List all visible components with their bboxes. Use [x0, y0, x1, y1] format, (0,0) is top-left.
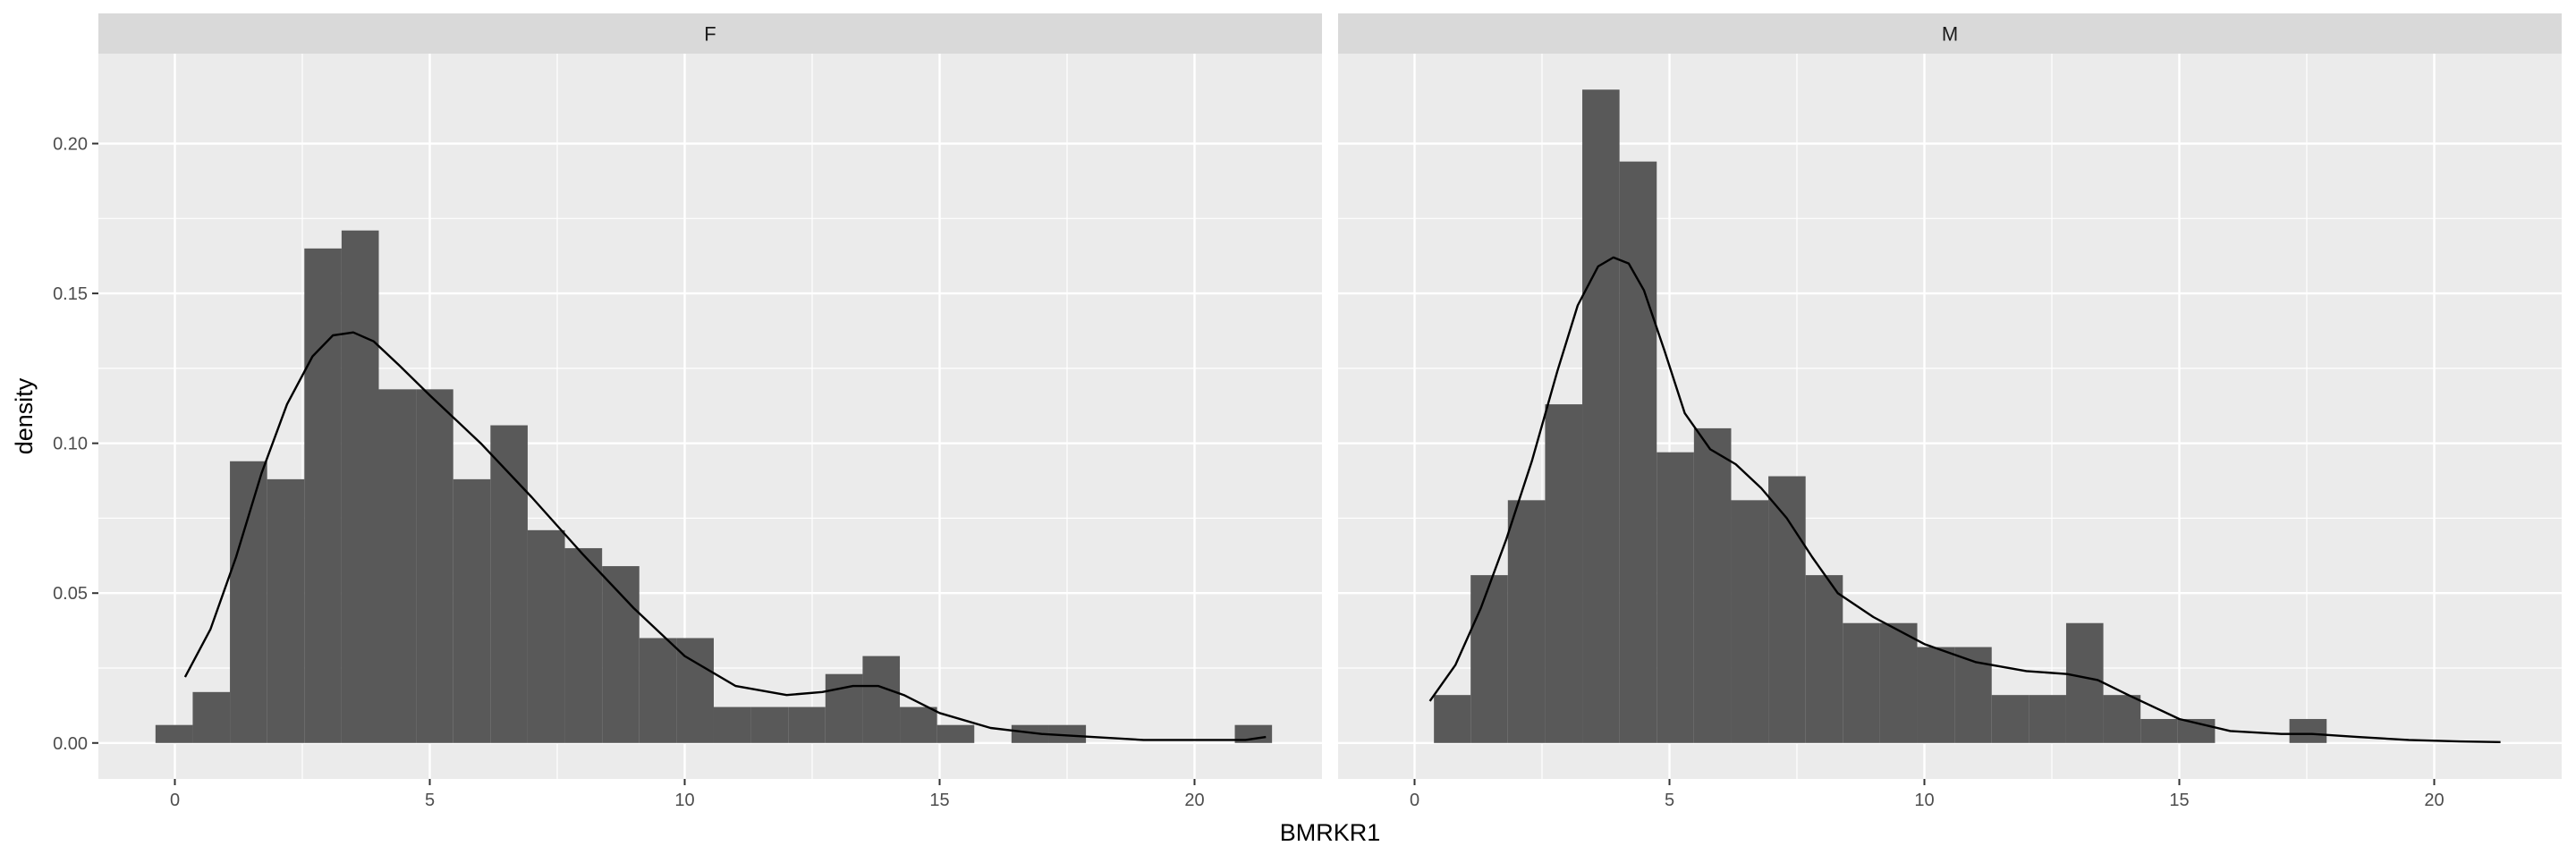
- histogram-bar: [1768, 476, 1806, 743]
- histogram-bar: [1434, 695, 1471, 743]
- histogram-bar: [788, 706, 826, 743]
- histogram-bar: [1805, 575, 1843, 743]
- histogram-bar: [1917, 647, 1955, 743]
- x-tick-label: 10: [1914, 791, 1934, 810]
- histogram-bar: [1619, 161, 1657, 743]
- histogram-bar: [490, 425, 528, 743]
- y-tick-label: 0.20: [53, 135, 88, 155]
- x-tick-label: 5: [1665, 791, 1674, 810]
- y-tick-label: 0.10: [53, 435, 88, 454]
- x-tick-label: 0: [1410, 791, 1419, 810]
- histogram-bar: [267, 478, 305, 743]
- histogram-bar: [192, 691, 231, 743]
- histogram-bar: [1470, 575, 1508, 743]
- histogram-bar: [2289, 718, 2327, 743]
- histogram-bar: [713, 706, 751, 743]
- facet-panel-f: F 0 5 10 15 20 0.00 0.05 0.10 0.15 0.20: [53, 13, 1322, 810]
- x-tick-label: 0: [170, 791, 180, 810]
- histogram-bar: [2103, 695, 2141, 743]
- histogram-bar: [416, 389, 453, 743]
- histogram-bar: [1731, 500, 1769, 743]
- histogram-bar: [155, 724, 193, 743]
- histogram-bar: [341, 230, 379, 743]
- density-curve: [183, 331, 1267, 741]
- density-curve: [1428, 256, 2501, 743]
- x-tick-label: 5: [425, 791, 435, 810]
- histogram-bar: [825, 673, 863, 743]
- histogram-bar: [1879, 622, 1918, 743]
- histogram-bar: [1048, 724, 1087, 743]
- histogram-bar: [900, 706, 937, 743]
- facet-strip: [98, 13, 1322, 54]
- x-tick-label: 20: [2424, 791, 2444, 810]
- histogram-bar: [564, 547, 603, 743]
- histogram-bar: [1991, 695, 2029, 743]
- x-tick-label: 10: [674, 791, 694, 810]
- histogram-bar: [2140, 718, 2178, 743]
- histogram-bar: [453, 478, 491, 743]
- facet-strip-label: M: [1942, 23, 1958, 46]
- facet-strip-label: F: [704, 23, 716, 46]
- y-tick-label: 0.05: [53, 584, 88, 604]
- x-tick-label: 15: [2169, 791, 2189, 810]
- histogram-bar: [304, 248, 342, 743]
- histogram-bar: [1843, 622, 1880, 743]
- y-tick-label: 0.00: [53, 734, 88, 754]
- histogram-bar: [1657, 452, 1694, 743]
- histogram-bar: [862, 656, 901, 743]
- y-axis-title: density: [11, 377, 38, 454]
- histogram-bar: [1693, 427, 1732, 743]
- histogram-bar: [230, 461, 267, 743]
- histogram-bar: [1545, 404, 1583, 743]
- histogram-bar: [750, 706, 789, 743]
- facet-panel-m: M 0 5 10 15 20: [1338, 13, 2562, 810]
- histogram-bar: [2065, 622, 2104, 743]
- histogram-bar: [378, 389, 417, 743]
- x-axis-title: BMRKR1: [1280, 819, 1381, 846]
- histogram-bar: [1507, 500, 1546, 743]
- histogram-bar: [639, 638, 677, 743]
- histogram-bar: [1582, 89, 1620, 743]
- histogram-bar: [1011, 724, 1049, 743]
- x-tick-label: 20: [1184, 791, 1204, 810]
- histogram-bar: [936, 724, 975, 743]
- y-tick-label: 0.15: [53, 284, 88, 304]
- histogram-bar: [602, 566, 640, 743]
- histogram-bar: [527, 529, 565, 743]
- histogram-bar: [2029, 695, 2066, 743]
- x-tick-label: 15: [929, 791, 949, 810]
- facet-strip: [1338, 13, 2562, 54]
